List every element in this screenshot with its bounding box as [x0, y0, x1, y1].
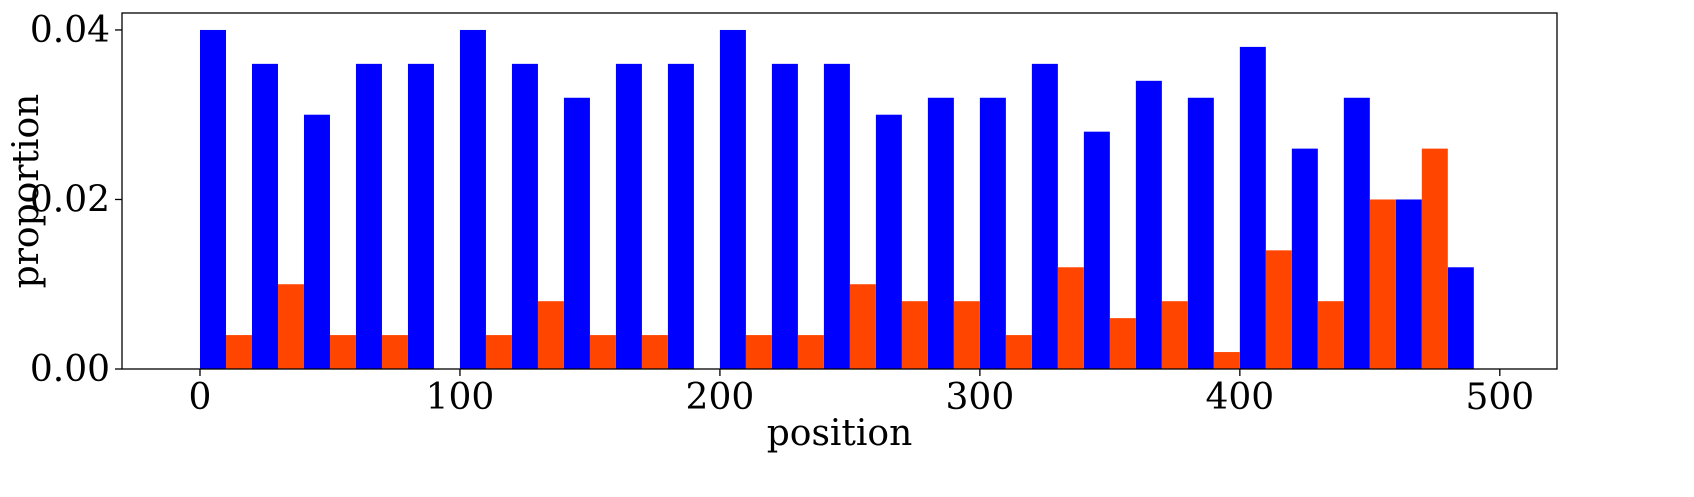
bar-series2-bin-320 [1057, 267, 1084, 369]
bar-series1-bin-60 [355, 63, 382, 369]
bar-series1-bin-440 [1343, 97, 1370, 369]
bar-series1-bin-340 [1083, 131, 1110, 369]
bar-series2-bin-340 [1109, 318, 1136, 369]
bar-series2-bin-240 [849, 284, 876, 369]
bar-series1-bin-280 [927, 97, 954, 369]
bar-series1-bin-200 [719, 29, 746, 369]
bar-series2-bin-60 [381, 335, 408, 369]
x-axis-label: position [767, 413, 913, 454]
bar-series2-bin-0 [225, 335, 252, 369]
bar-series1-bin-120 [511, 63, 538, 369]
bar-series1-bin-480 [1447, 267, 1474, 369]
bar-series2-bin-300 [1005, 335, 1032, 369]
bar-series1-bin-180 [667, 63, 694, 369]
y-tick-label: 0.00 [30, 349, 110, 390]
bar-series2-bin-140 [589, 335, 616, 369]
bar-series1-bin-300 [979, 97, 1006, 369]
bar-series2-bin-160 [641, 335, 668, 369]
bar-series2-bin-120 [537, 301, 564, 369]
bar-series1-bin-20 [251, 63, 278, 369]
x-tick-label: 400 [1205, 377, 1274, 418]
x-axis-ticks: 0 100 200 300 400 500 [189, 369, 1534, 418]
y-tick-label: 0.02 [30, 179, 110, 220]
x-tick-label: 500 [1465, 377, 1534, 418]
bar-series2-bin-360 [1161, 301, 1188, 369]
x-tick-label: 100 [426, 377, 495, 418]
bar-series1-bin-220 [771, 63, 798, 369]
y-axis-ticks: 0.00 0.02 0.04 [30, 10, 122, 390]
bar-series1-bin-400 [1239, 46, 1266, 370]
bar-series2-bin-220 [797, 335, 824, 369]
bar-series2-bin-40 [329, 335, 356, 369]
bar-series2-bin-380 [1213, 352, 1240, 369]
bar-series2-bin-420 [1317, 301, 1344, 369]
plot-frame [121, 12, 1558, 370]
x-tick-label: 200 [686, 377, 755, 418]
bar-series1-bin-460 [1395, 199, 1422, 369]
bar-series2-bin-100 [485, 335, 512, 369]
bar-series2-bin-200 [745, 335, 772, 369]
bar-series2-bin-400 [1265, 250, 1292, 369]
bar-series1-bin-420 [1291, 148, 1318, 369]
x-tick-label: 300 [946, 377, 1015, 418]
bar-series2-bin-260 [901, 301, 928, 369]
bar-series2-bin-280 [953, 301, 980, 369]
bar-series1-bin-260 [875, 114, 902, 369]
bar-series2-bin-440 [1369, 199, 1396, 369]
bar-series1-bin-80 [407, 63, 434, 369]
bar-series1-bin-40 [303, 114, 330, 369]
bar-series1-bin-160 [615, 63, 642, 369]
x-tick-label: 0 [189, 377, 212, 418]
bar-series1-bin-380 [1187, 97, 1214, 369]
bar-series1-bin-0 [199, 29, 226, 369]
bar-series1-bin-320 [1031, 63, 1058, 369]
bars-layer [199, 29, 1474, 370]
bar-series2-bin-460 [1421, 148, 1448, 369]
y-axis-label: proportion [6, 94, 47, 289]
bar-series1-bin-100 [459, 29, 486, 369]
y-tick-label: 0.04 [30, 10, 110, 51]
bar-series1-bin-140 [563, 97, 590, 369]
bar-series2-bin-20 [277, 284, 304, 369]
bar-series1-bin-240 [823, 63, 850, 369]
bar-series1-bin-360 [1135, 80, 1162, 370]
